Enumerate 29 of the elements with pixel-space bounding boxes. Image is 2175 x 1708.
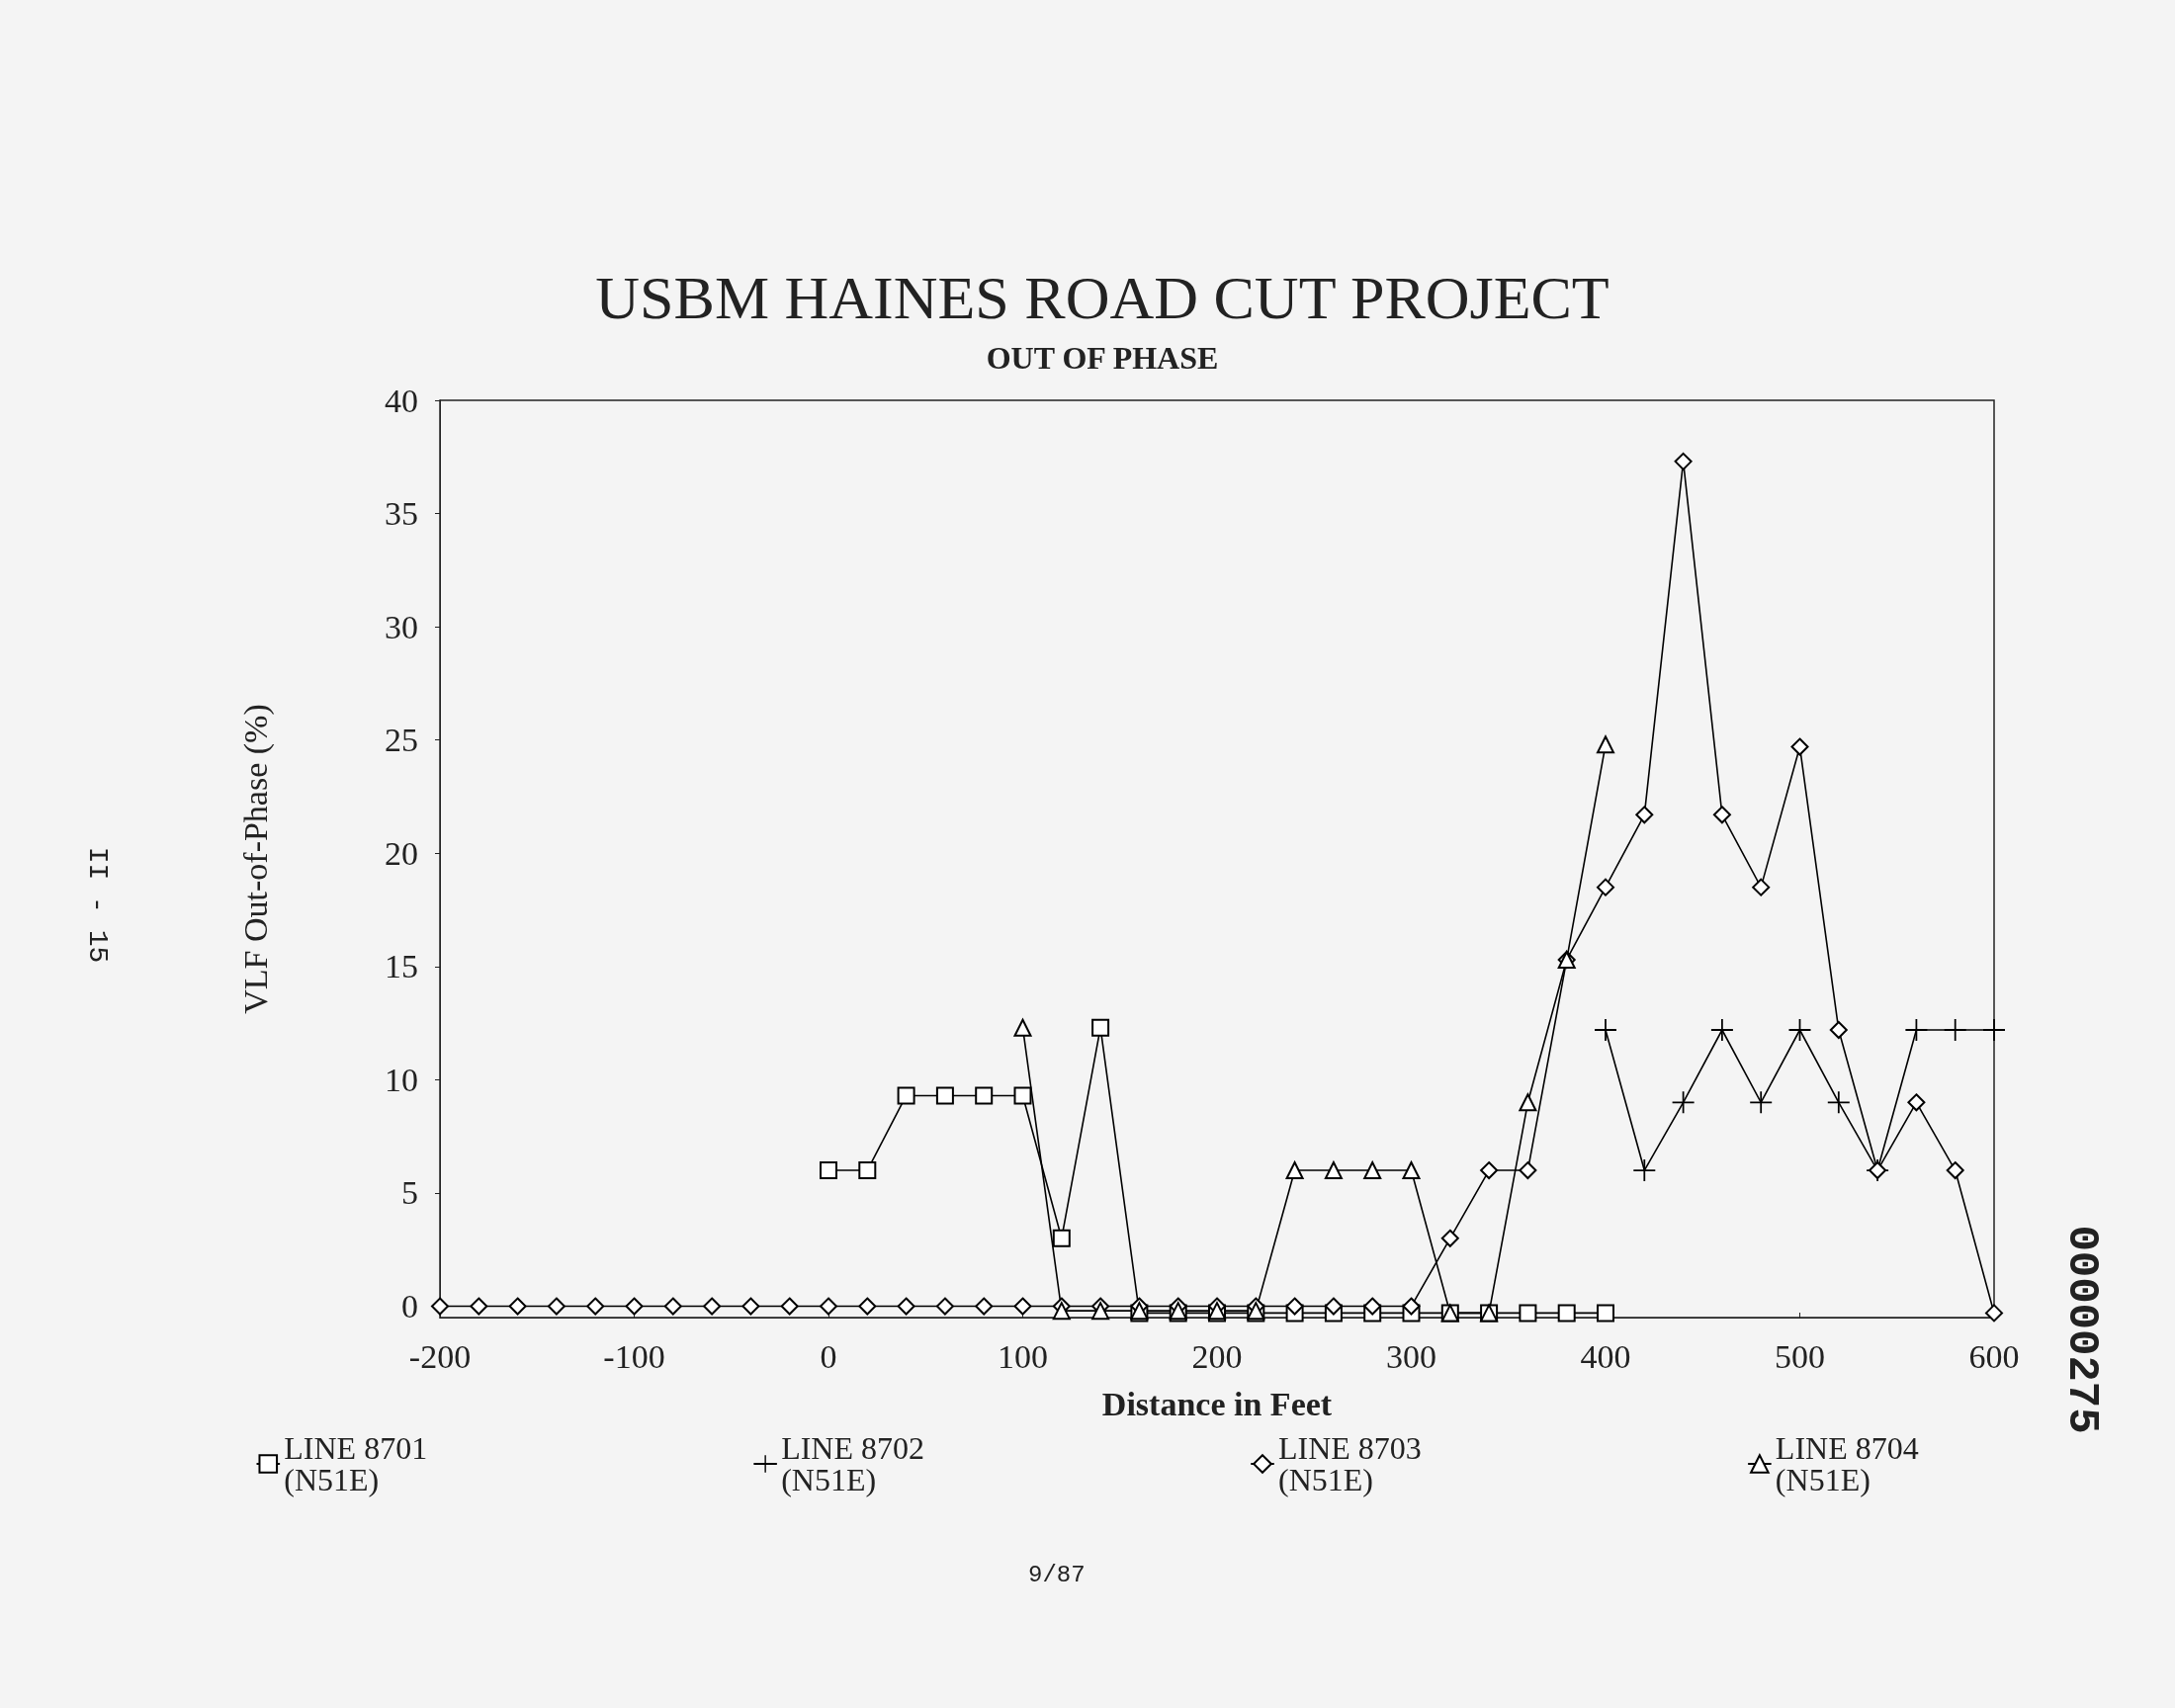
y-tick-label: 30 (385, 608, 418, 645)
x-tick-label: 600 (1968, 1337, 2020, 1375)
y-tick-label: 40 (385, 382, 418, 419)
y-tick-label: 5 (401, 1174, 418, 1212)
text: 9/87 (1028, 1562, 1086, 1588)
x-tick-label: 0 (820, 1337, 837, 1375)
y-tick-label: 25 (385, 722, 418, 759)
y-tick-label: 0 (401, 1288, 418, 1325)
y-tick-label: 15 (385, 948, 418, 985)
legend-label: LINE 8704 (N51E) (1775, 1430, 1919, 1497)
x-tick-label: 500 (1775, 1337, 1825, 1375)
text: 00000275 (2056, 1225, 2107, 1434)
legend-label: LINE 8703 (N51E) (1278, 1430, 1422, 1497)
text: II - 15 (82, 846, 114, 964)
chart-subtitle: OUT OF PHASE (986, 340, 1219, 376)
y-axis-title: VLF Out-of-Phase (%) (236, 704, 275, 1014)
chart-title: USBM HAINES ROAD CUT PROJECT (595, 264, 1610, 331)
x-tick-label: 300 (1386, 1337, 1436, 1375)
legend-label: LINE 8701 (N51E) (284, 1430, 428, 1497)
y-tick-label: 20 (385, 834, 418, 872)
y-tick-label: 35 (385, 495, 418, 533)
y-tick-label: 10 (385, 1061, 418, 1098)
legend-label: LINE 8702 (N51E) (781, 1430, 924, 1497)
x-axis-title: Distance in Feet (1101, 1385, 1333, 1422)
x-tick-label: -200 (408, 1337, 472, 1375)
x-tick-label: -100 (603, 1337, 665, 1375)
x-tick-label: 100 (998, 1337, 1048, 1375)
x-tick-label: 400 (1580, 1337, 1631, 1375)
x-tick-label: 200 (1191, 1337, 1243, 1375)
